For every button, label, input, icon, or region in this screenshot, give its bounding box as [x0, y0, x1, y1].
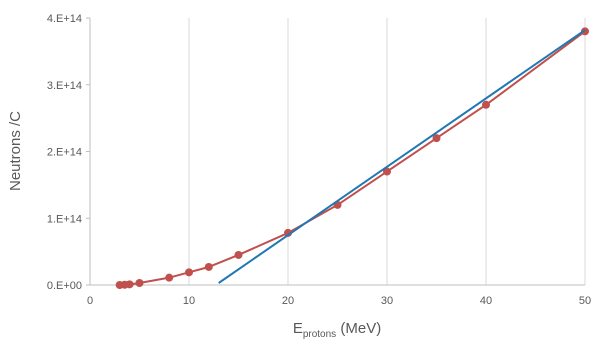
x-tick-label: 0 — [87, 295, 93, 307]
data-point — [135, 278, 144, 287]
data-point — [185, 268, 193, 277]
y-tick-label: 3.E+14 — [47, 80, 82, 92]
data-point — [383, 167, 391, 176]
x-tick-label: 20 — [282, 295, 294, 307]
x-axis-title: Eprotons (MeV) — [293, 320, 381, 340]
y-tick-label: 2.E+14 — [47, 147, 82, 159]
axes — [86, 17, 585, 286]
data-point — [234, 250, 243, 259]
x-tick-label: 10 — [183, 295, 195, 307]
y-tick-label: 4.E+14 — [47, 13, 82, 25]
fit-line — [218, 29, 586, 284]
x-tick-label: 30 — [381, 295, 393, 307]
x-tick-label: 50 — [579, 295, 591, 307]
x-tick-label: 40 — [480, 295, 492, 307]
x-tick-labels: 0 10 20 30 40 50 — [87, 295, 591, 307]
data-point — [482, 100, 490, 109]
grid-lines — [188, 18, 586, 285]
data-point — [165, 273, 174, 282]
data-point — [125, 280, 134, 289]
series-layer — [115, 27, 589, 289]
data-point — [581, 27, 589, 36]
data-point — [204, 262, 213, 271]
data-point — [432, 134, 441, 143]
y-tick-labels: 0.E+00 1.E+14 2.E+14 3.E+14 4.E+14 — [47, 13, 82, 292]
y-tick-label: 0.E+00 — [47, 280, 82, 292]
y-tick-label: 1.E+14 — [47, 213, 82, 225]
y-axis-title: Neutrons /C — [7, 111, 24, 191]
